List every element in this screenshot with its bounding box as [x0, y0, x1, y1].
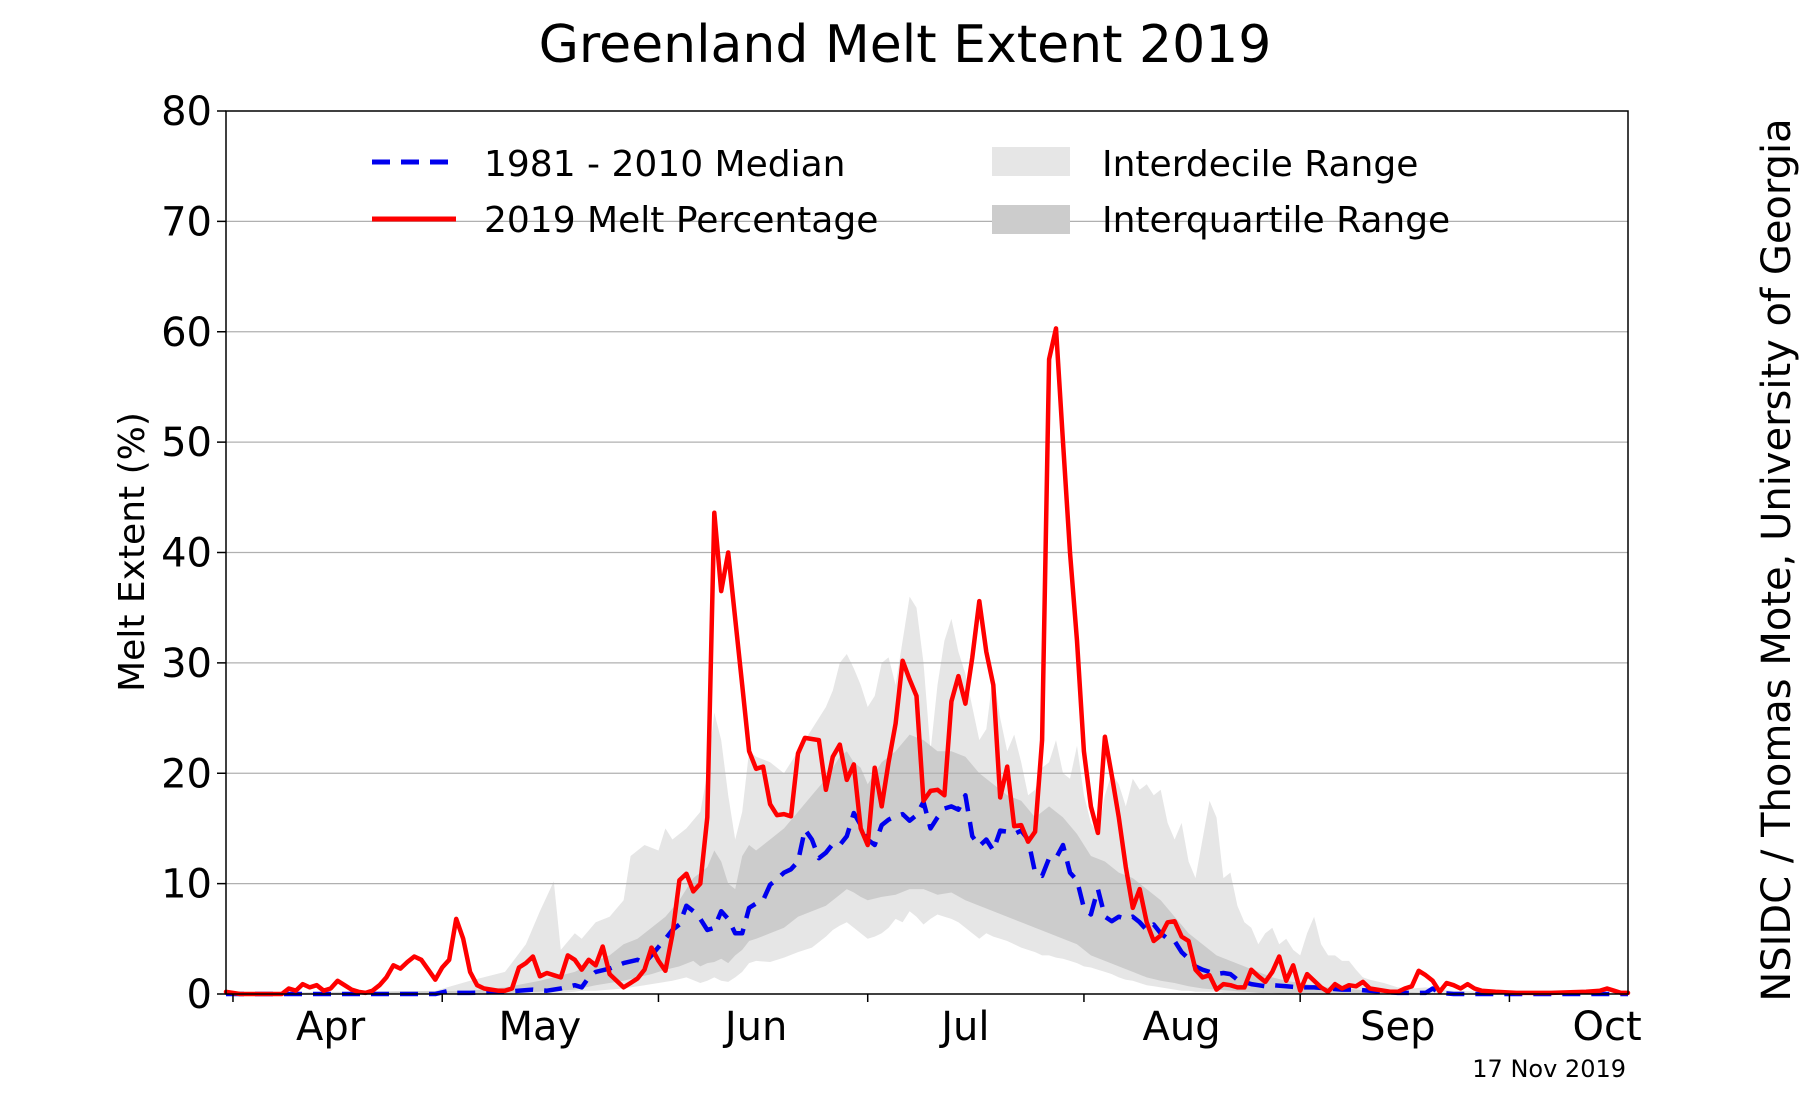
date-stamp: 17 Nov 2019 [1472, 1055, 1626, 1083]
y-tick-label: 70 [161, 199, 212, 245]
legend-median-label: 1981 - 2010 Median [484, 144, 846, 185]
y-tick-label: 40 [161, 531, 212, 577]
y-tick-label: 30 [161, 641, 212, 687]
interquartile-band [226, 734, 1628, 994]
y-tick-label: 60 [161, 310, 212, 356]
y-tick-label: 20 [161, 751, 212, 797]
y-tick-label: 0 [187, 972, 212, 1018]
legend-interdecile-label: Interdecile Range [1102, 144, 1418, 185]
legend-interdecile-swatch [992, 147, 1070, 176]
x-tick-label: Oct [1572, 1004, 1641, 1050]
x-tick-label: Aug [1143, 1004, 1221, 1050]
series-lines [223, 326, 1631, 997]
x-tick-label: May [499, 1004, 582, 1050]
melt-2019-line [223, 326, 1631, 997]
legend: 1981 - 2010 Median 2019 Melt Percentage … [372, 144, 1450, 241]
x-tick-label: Jul [938, 1004, 989, 1050]
legend-interquartile-swatch [992, 205, 1070, 234]
chart-title: Greenland Melt Extent 2019 [539, 15, 1272, 75]
y-gridlines [226, 220, 1628, 885]
x-axis-ticks: Apr May Jun Jul Aug Sep Oct [232, 994, 1642, 1050]
x-tick-label: Sep [1360, 1004, 1435, 1050]
median-line [226, 793, 1628, 997]
x-tick-label: Apr [296, 1004, 366, 1050]
y-tick-label: 50 [161, 420, 212, 466]
y-tick-label: 80 [161, 89, 212, 135]
legend-melt-label: 2019 Melt Percentage [484, 200, 878, 241]
y-tick-label: 10 [161, 862, 212, 908]
legend-interquartile-label: Interquartile Range [1102, 200, 1450, 241]
y-axis-ticks: 0 10 20 30 40 50 60 70 80 [161, 89, 226, 1018]
y-axis-label: Melt Extent (%) [112, 412, 153, 692]
credit-text: NSIDC / Thomas Mote, University of Georg… [1754, 118, 1800, 1001]
x-tick-label: Jun [722, 1004, 788, 1050]
